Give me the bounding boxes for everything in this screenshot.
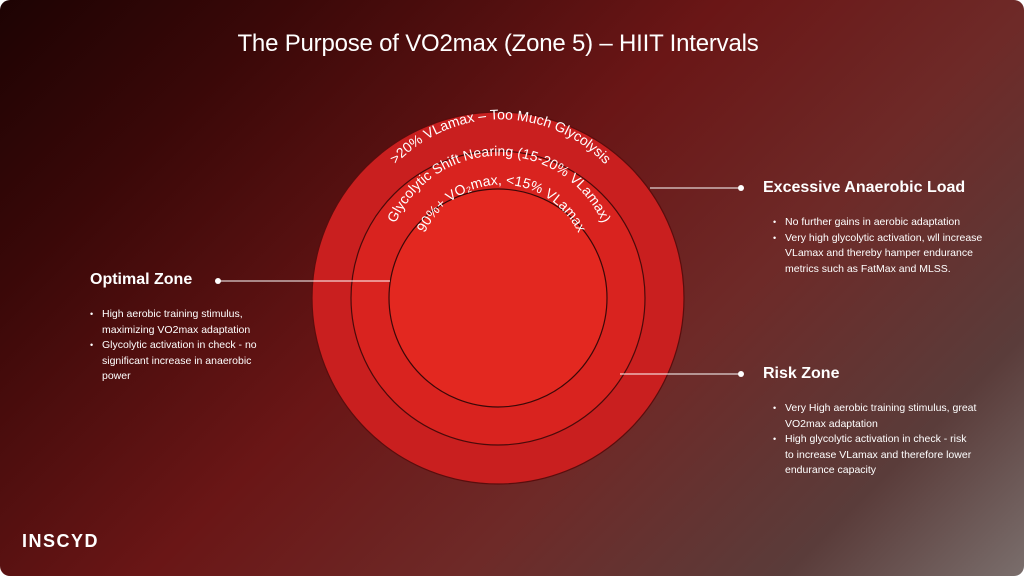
excessive-load-title: Excessive Anaerobic Load [763, 179, 966, 196]
optimal-connector-dot [215, 278, 221, 284]
optimal-zone-panel: Optimal Zone High aerobic training stimu… [90, 271, 270, 385]
optimal-zone-bullets: High aerobic training stimulus, maximizi… [90, 307, 270, 385]
list-item: Very High aerobic training stimulus, gre… [773, 401, 978, 432]
list-item: Glycolytic activation in check - no sign… [90, 338, 270, 385]
excessive-connector-dot [738, 185, 744, 191]
list-item: High glycolytic activation in check - ri… [773, 432, 978, 479]
risk-zone-bullets: Very High aerobic training stimulus, gre… [763, 401, 978, 479]
inner-circle [388, 188, 608, 408]
page-title: The Purpose of VO2max (Zone 5) – HIIT In… [237, 30, 759, 57]
risk-connector-dot [738, 371, 744, 377]
risk-zone-panel: Risk Zone Very High aerobic training sti… [763, 365, 978, 479]
list-item: Very high glycolytic activation, wll inc… [773, 231, 988, 278]
excessive-load-panel: Excessive Anaerobic Load No further gain… [763, 179, 988, 277]
optimal-zone-title: Optimal Zone [90, 271, 193, 288]
inscyd-logo: INSCYD [22, 531, 100, 551]
excessive-load-bullets: No further gains in aerobic adaptation V… [763, 215, 988, 277]
risk-zone-title: Risk Zone [763, 365, 840, 382]
list-item: High aerobic training stimulus, maximizi… [90, 307, 270, 338]
list-item: No further gains in aerobic adaptation [773, 215, 988, 231]
